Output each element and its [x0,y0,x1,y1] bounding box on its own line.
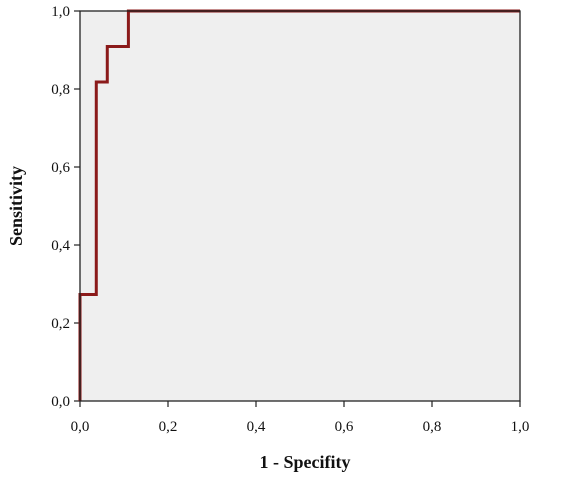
y-tick-label: 0,0 [51,394,70,410]
series-layer [78,9,520,401]
x-tick-label: 0,2 [159,419,178,435]
y-tick-label: 0,6 [51,160,70,176]
roc-curve-line [78,9,520,401]
plot-area [80,11,520,401]
y-tick-label: 0,2 [51,316,70,332]
x-tick-label: 1,0 [511,419,530,435]
plot-frame [79,10,521,402]
x-tick-label: 0,6 [335,419,354,435]
y-tick-label: 0,4 [51,238,70,254]
y-tick-label: 0,8 [51,82,70,98]
y-axis: 0,0 0,2 0,4 0,6 0,8 1,0 [51,4,80,410]
y-tick-label: 1,0 [51,4,70,20]
x-axis-title: 1 - Specifity [260,452,351,472]
y-axis-title: Sensitivity [6,166,26,246]
x-axis: 0,0 0,2 0,4 0,6 0,8 1,0 [71,401,530,435]
x-tick-label: 0,8 [423,419,442,435]
x-tick-label: 0,0 [71,419,90,435]
x-tick-label: 0,4 [247,419,266,435]
